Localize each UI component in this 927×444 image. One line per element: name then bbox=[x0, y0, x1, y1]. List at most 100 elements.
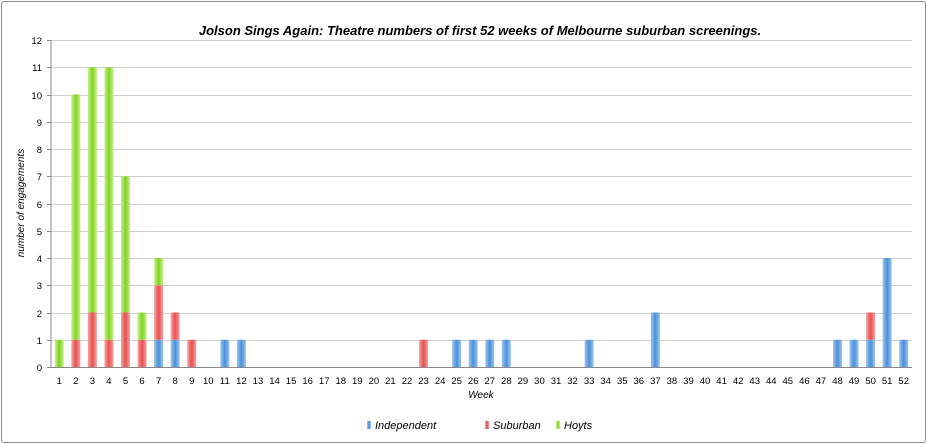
x-tick-label: 18 bbox=[335, 376, 346, 387]
x-tick-label: 35 bbox=[617, 376, 628, 387]
y-tick-label: 8 bbox=[37, 145, 42, 156]
bar-hoyts bbox=[104, 67, 114, 340]
x-tick-label: 41 bbox=[716, 376, 727, 387]
bar-suburban bbox=[187, 339, 197, 367]
x-tick-label: 20 bbox=[369, 376, 380, 387]
legend-label-suburban: Suburban bbox=[493, 420, 541, 432]
bar-hoyts bbox=[137, 312, 147, 340]
bar-independent bbox=[650, 312, 660, 367]
x-tick-label: 38 bbox=[667, 376, 678, 387]
x-tick-label: 10 bbox=[203, 376, 214, 387]
legend: Independent Suburban Hoyts bbox=[367, 420, 593, 432]
bar-suburban bbox=[419, 339, 429, 367]
x-tick-label: 5 bbox=[123, 376, 128, 387]
x-tick-label: 45 bbox=[783, 376, 794, 387]
chart-title: Jolson Sings Again: Theatre numbers of f… bbox=[199, 23, 761, 38]
x-tick-label: 16 bbox=[302, 376, 313, 387]
legend-swatch-suburban bbox=[485, 421, 489, 429]
x-tick-label: 23 bbox=[418, 376, 429, 387]
x-axis-label: Week bbox=[468, 390, 494, 401]
bar-suburban bbox=[71, 339, 81, 367]
bar-independent bbox=[882, 258, 892, 367]
bar-hoyts bbox=[87, 67, 97, 313]
x-tick-label: 39 bbox=[683, 376, 694, 387]
x-tick-label: 9 bbox=[189, 376, 194, 387]
bar-independent bbox=[899, 339, 909, 367]
bar-independent bbox=[236, 339, 246, 367]
legend-label-hoyts: Hoyts bbox=[564, 420, 593, 432]
x-tick-label: 2 bbox=[73, 376, 78, 387]
bar-hoyts bbox=[154, 258, 164, 286]
x-tick-label: 36 bbox=[634, 376, 645, 387]
y-tick-label: 2 bbox=[37, 309, 42, 320]
bar-suburban bbox=[121, 312, 131, 367]
x-tick-label: 44 bbox=[766, 376, 777, 387]
y-tick-label: 1 bbox=[37, 336, 42, 347]
y-tick-label: 3 bbox=[37, 281, 42, 292]
x-tick-label: 49 bbox=[849, 376, 860, 387]
y-axis-label: number of engagements bbox=[16, 149, 27, 257]
x-tick-label: 19 bbox=[352, 376, 363, 387]
x-tick-label: 32 bbox=[567, 376, 578, 387]
x-tick-label: 50 bbox=[865, 376, 876, 387]
bar-suburban bbox=[170, 312, 180, 340]
legend-swatch-hoyts bbox=[556, 421, 560, 429]
x-tick-label: 30 bbox=[534, 376, 545, 387]
x-tick-label: 6 bbox=[139, 376, 144, 387]
bar-hoyts bbox=[54, 339, 64, 367]
y-tick-label: 6 bbox=[37, 200, 42, 211]
bar-hoyts bbox=[121, 176, 131, 313]
x-tick-label: 34 bbox=[600, 376, 611, 387]
x-tick-label: 12 bbox=[236, 376, 247, 387]
x-tick-label: 43 bbox=[749, 376, 760, 387]
bar-independent bbox=[452, 339, 462, 367]
x-tick-label: 31 bbox=[551, 376, 562, 387]
x-tick-label: 8 bbox=[173, 376, 178, 387]
x-tick-label: 3 bbox=[90, 376, 95, 387]
x-tick-label: 28 bbox=[501, 376, 512, 387]
y-tick-label: 10 bbox=[31, 91, 42, 102]
y-tick-label: 0 bbox=[37, 363, 42, 374]
bar-independent bbox=[154, 339, 164, 367]
x-tick-label: 4 bbox=[106, 376, 111, 387]
x-tick-label: 37 bbox=[650, 376, 661, 387]
x-tick-label: 52 bbox=[898, 376, 909, 387]
x-tick-label: 1 bbox=[57, 376, 62, 387]
bar-suburban bbox=[87, 312, 97, 367]
bar-suburban bbox=[104, 339, 114, 367]
bar-suburban bbox=[866, 312, 876, 340]
x-tick-label: 17 bbox=[319, 376, 330, 387]
bar-suburban bbox=[154, 285, 164, 340]
x-tick-label: 7 bbox=[156, 376, 161, 387]
y-tick-label: 5 bbox=[37, 227, 42, 238]
x-tick-label: 15 bbox=[286, 376, 297, 387]
bar-independent bbox=[866, 339, 876, 367]
legend-swatch-independent bbox=[367, 421, 371, 429]
x-tick-label: 29 bbox=[518, 376, 529, 387]
bar-independent bbox=[170, 339, 180, 367]
x-tick-label: 11 bbox=[220, 376, 230, 387]
x-tick-label: 26 bbox=[468, 376, 479, 387]
x-tick-label: 48 bbox=[832, 376, 843, 387]
x-tick-label: 14 bbox=[269, 376, 280, 387]
bar-independent bbox=[468, 339, 478, 367]
bar-independent bbox=[501, 339, 511, 367]
x-tick-label: 51 bbox=[882, 376, 893, 387]
y-tick-label: 7 bbox=[37, 172, 42, 183]
y-tick-label: 4 bbox=[37, 254, 42, 265]
x-tick-label: 40 bbox=[700, 376, 711, 387]
y-tick-label: 12 bbox=[31, 36, 42, 47]
x-tick-label: 24 bbox=[435, 376, 446, 387]
x-tick-label: 46 bbox=[799, 376, 810, 387]
x-tick-label: 42 bbox=[733, 376, 744, 387]
x-tick-label: 13 bbox=[253, 376, 264, 387]
x-tick-label: 27 bbox=[484, 376, 495, 387]
bar-independent bbox=[832, 339, 842, 367]
x-tick-label: 33 bbox=[584, 376, 595, 387]
gridlines bbox=[51, 40, 912, 341]
bar-hoyts bbox=[71, 94, 81, 340]
x-tick-label: 25 bbox=[451, 376, 462, 387]
